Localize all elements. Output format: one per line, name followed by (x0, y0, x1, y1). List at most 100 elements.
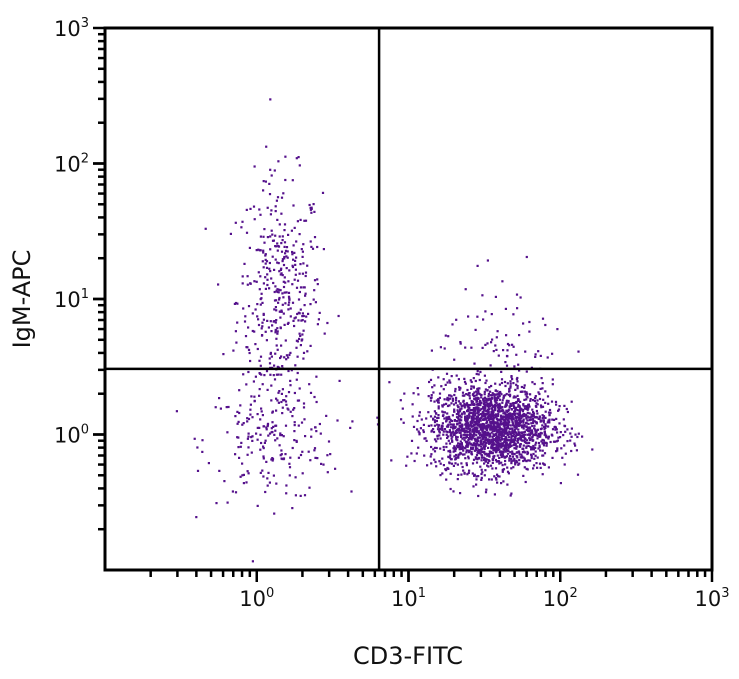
data-point (437, 416, 440, 419)
data-point (466, 403, 469, 406)
data-point (243, 320, 247, 323)
data-point (528, 320, 531, 324)
data-point (472, 423, 475, 427)
data-point (280, 250, 284, 253)
data-point (509, 439, 512, 442)
data-point (474, 412, 477, 415)
data-point (269, 248, 272, 251)
data-point (250, 451, 253, 454)
data-point (486, 464, 489, 467)
data-point (463, 394, 466, 397)
data-point (486, 259, 489, 262)
data-point (501, 470, 504, 473)
data-point (222, 353, 225, 356)
data-point (475, 461, 479, 464)
data-point (229, 232, 232, 235)
data-point (514, 443, 517, 446)
data-point (474, 447, 478, 450)
data-point (494, 344, 497, 347)
data-point (498, 392, 501, 395)
data-point (259, 418, 262, 421)
data-point (245, 208, 248, 211)
data-point (273, 268, 276, 271)
data-point (473, 391, 476, 394)
data-point (281, 412, 284, 415)
data-point (458, 388, 461, 391)
data-point (510, 404, 513, 407)
data-point (438, 392, 442, 395)
data-point (296, 399, 299, 402)
data-point (468, 392, 471, 395)
data-point (525, 255, 528, 259)
data-point (472, 446, 475, 449)
data-point (316, 245, 319, 249)
data-point (237, 420, 240, 423)
data-point (320, 462, 323, 465)
data-point (499, 410, 502, 413)
data-point (554, 428, 557, 431)
data-point (483, 447, 486, 450)
data-point (466, 414, 469, 417)
data-point (541, 454, 544, 457)
data-point (235, 301, 238, 305)
data-point (531, 381, 534, 384)
data-point (500, 406, 503, 409)
data-point (498, 462, 501, 465)
data-point (520, 426, 524, 429)
data-point (255, 432, 258, 435)
data-point (242, 422, 245, 425)
data-point (231, 490, 234, 493)
data-point (538, 435, 541, 438)
data-point (319, 432, 322, 435)
data-point (498, 445, 501, 448)
data-point (497, 404, 500, 407)
data-point (459, 431, 462, 434)
data-point (458, 444, 461, 447)
data-point (460, 442, 463, 445)
data-point (449, 394, 452, 397)
data-point (253, 395, 256, 398)
data-point (298, 233, 301, 236)
data-point (455, 423, 459, 426)
data-point (479, 436, 482, 439)
data-point (259, 433, 262, 436)
data-point (533, 399, 536, 403)
data-point (272, 425, 275, 428)
data-point (293, 391, 296, 395)
data-point (504, 413, 507, 416)
data-point (287, 321, 290, 324)
data-point (281, 274, 284, 277)
data-point (558, 405, 561, 408)
data-point (528, 430, 531, 433)
data-point (265, 460, 268, 463)
data-point (496, 395, 499, 398)
data-point (271, 457, 274, 460)
data-point (429, 399, 433, 402)
data-point (448, 442, 452, 445)
data-point (473, 437, 476, 440)
data-point (313, 210, 316, 213)
data-point (456, 409, 459, 412)
data-point (507, 447, 510, 450)
data-point (527, 407, 530, 410)
data-point (293, 421, 296, 424)
data-point (508, 436, 511, 439)
data-point (491, 338, 494, 341)
data-point (512, 439, 515, 442)
data-point (266, 206, 269, 209)
data-point (285, 255, 288, 258)
data-point (570, 427, 573, 430)
data-point (283, 229, 286, 232)
data-point (492, 433, 495, 436)
data-point (274, 328, 277, 331)
y-tick-label: 102 (54, 152, 89, 177)
data-point (522, 434, 525, 437)
data-point (264, 180, 267, 183)
data-point (259, 303, 262, 306)
data-point (262, 445, 265, 448)
data-point (507, 413, 510, 416)
data-point (447, 435, 450, 438)
data-point (494, 400, 497, 403)
data-point (467, 449, 470, 452)
data-point (510, 414, 513, 418)
